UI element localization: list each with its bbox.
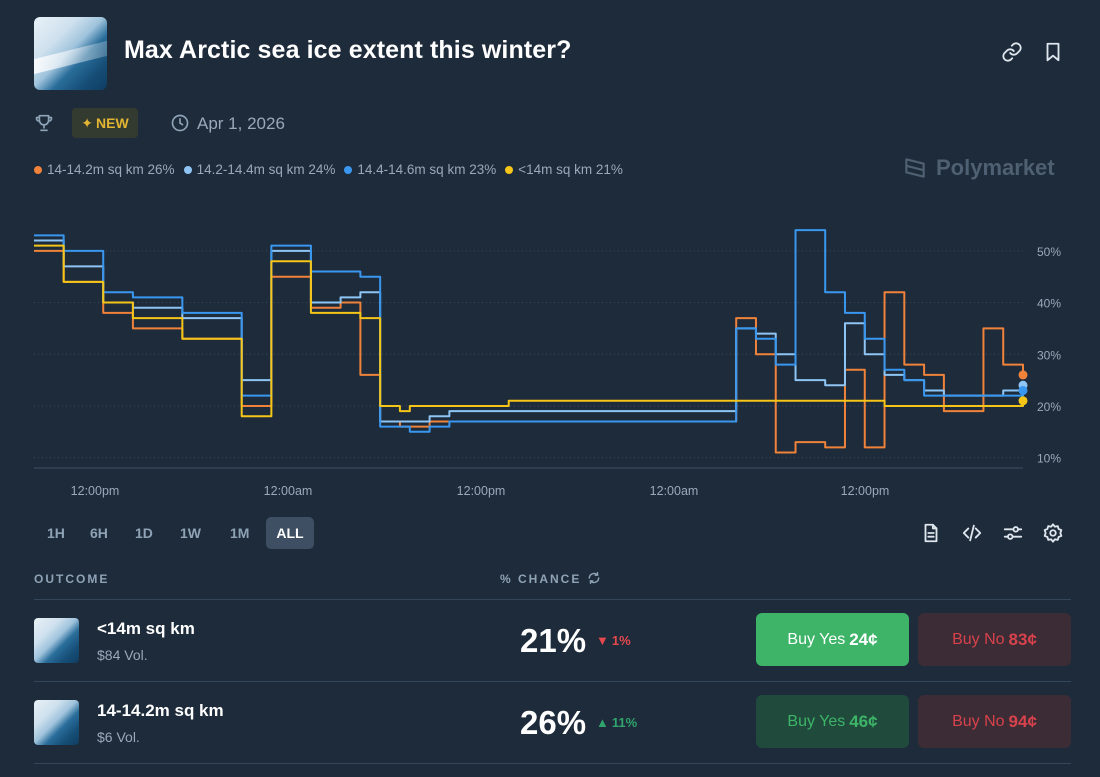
series-end-dot	[1018, 385, 1028, 395]
series-end-dot	[1018, 396, 1028, 406]
polymarket-logo-icon	[905, 158, 925, 178]
settings-gear-icon[interactable]	[1042, 522, 1064, 544]
timeframe-1w[interactable]: 1W	[180, 525, 201, 541]
outcome-name: <14m sq km	[97, 619, 195, 638]
sliders-icon[interactable]	[1002, 522, 1024, 544]
timeframe-1d[interactable]: 1D	[135, 525, 153, 541]
x-tick-label: 12:00am	[650, 484, 699, 498]
page-title: Max Arctic sea ice extent this winter?	[124, 36, 572, 64]
divider	[34, 763, 1071, 764]
chance-change: ▼ 1%	[596, 633, 631, 648]
outcome-name: 14-14.2m sq km	[97, 701, 224, 720]
legend-item: 14.2-14.4m sq km 24%	[183, 162, 335, 177]
y-tick-label: 40%	[1037, 297, 1061, 311]
x-tick-label: 12:00pm	[71, 484, 120, 498]
legend-dot	[183, 165, 192, 174]
bookmark-icon[interactable]	[1042, 41, 1064, 63]
x-tick-label: 12:00am	[264, 484, 313, 498]
outcome-thumbnail	[34, 618, 79, 663]
outcome-chance: 21%	[520, 622, 587, 659]
timeframe-1m[interactable]: 1M	[230, 525, 250, 541]
y-tick-label: 10%	[1037, 452, 1061, 466]
buy-no-button[interactable]: Buy No 83¢	[918, 613, 1071, 666]
link-icon[interactable]	[1001, 41, 1023, 63]
y-tick-label: 20%	[1037, 400, 1061, 414]
buy-no-button[interactable]: Buy No 94¢	[918, 695, 1071, 748]
document-icon[interactable]	[920, 522, 942, 544]
outcome-thumbnail	[34, 700, 79, 745]
buy-yes-button[interactable]: Buy Yes 46¢	[756, 695, 909, 748]
polymarket-logo: Polymarket	[902, 155, 1055, 181]
outcome-chance: 26%	[520, 704, 587, 741]
legend-item: 14.4-14.6m sq km 23%	[344, 162, 496, 177]
outcome-column-header: OUTCOME	[34, 572, 110, 586]
chart-legend: 14-14.2m sq km 26% 14.2-14.4m sq km 24% …	[34, 162, 623, 177]
chance-column-header: % CHANCE	[500, 572, 582, 586]
divider	[34, 599, 1071, 600]
buy-yes-button[interactable]: Buy Yes 24¢	[756, 613, 909, 666]
y-tick-label: 30%	[1037, 348, 1061, 362]
timeframe-1h[interactable]: 1H	[47, 525, 65, 541]
trophy-icon	[33, 112, 55, 134]
legend-dot	[505, 165, 514, 174]
chance-change: ▲ 11%	[596, 715, 638, 730]
timeframe-6h[interactable]: 6H	[90, 525, 108, 541]
divider	[34, 681, 1071, 682]
embed-code-icon[interactable]	[961, 522, 983, 544]
x-tick-label: 12:00pm	[841, 484, 890, 498]
outcome-volume: $6 Vol.	[97, 729, 140, 745]
triangle-up-icon: ▲	[596, 715, 609, 730]
refresh-icon[interactable]	[587, 571, 601, 585]
sparkle-icon: ✦	[81, 114, 94, 131]
outcome-volume: $84 Vol.	[97, 647, 148, 663]
end-date: Apr 1, 2026	[197, 114, 285, 133]
series-line	[34, 244, 1024, 418]
series-end-dot	[1018, 370, 1028, 380]
triangle-down-icon: ▼	[596, 633, 609, 648]
x-tick-label: 12:00pm	[457, 484, 506, 498]
y-tick-label: 50%	[1037, 245, 1061, 259]
market-thumbnail	[34, 17, 107, 90]
legend-item: 14-14.2m sq km 26%	[34, 162, 175, 177]
legend-item: <14m sq km 21%	[505, 162, 623, 177]
timeframe-all[interactable]: ALL	[266, 517, 314, 549]
legend-dot	[34, 165, 42, 174]
clock-icon	[170, 113, 190, 133]
price-chart[interactable]: 50% 40% 30% 20% 10% 12:00pm 12:00am 12:00pm 12:0…	[0, 215, 1100, 505]
new-badge: ✦ NEW	[72, 108, 138, 138]
legend-dot	[344, 165, 353, 174]
